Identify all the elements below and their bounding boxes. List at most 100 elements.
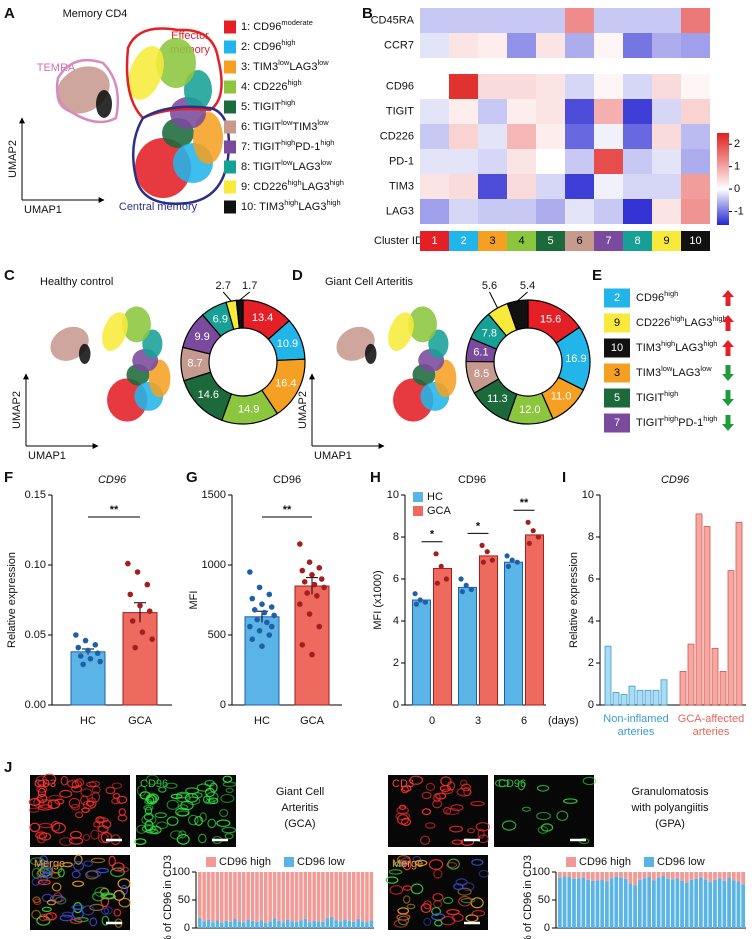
chart-title: CD96 <box>98 474 127 486</box>
bar-segment <box>312 872 316 921</box>
cell <box>86 800 95 807</box>
cell <box>38 832 52 841</box>
data-point <box>309 572 315 578</box>
cluster-box <box>604 288 630 308</box>
bar-segment <box>713 879 717 928</box>
rich-label: CD226highLAG3high <box>636 314 727 329</box>
axis-label: UMAP1 <box>24 204 62 216</box>
data-point <box>75 644 82 651</box>
superscript: low <box>661 364 673 373</box>
cell <box>456 787 472 797</box>
heatmap-cell <box>623 199 652 224</box>
data-point <box>525 519 531 525</box>
chart-title: CD96 <box>458 474 486 486</box>
bar-segment <box>264 872 268 923</box>
data-label: 11.0 <box>551 391 572 403</box>
cell-cluster <box>408 306 437 343</box>
y-tick-label: 10 <box>387 489 399 501</box>
data-point <box>468 586 474 593</box>
heatmap-cell <box>536 124 565 149</box>
cell <box>71 904 85 910</box>
row-label: CD96 <box>386 80 414 92</box>
cell <box>90 829 100 840</box>
heatmap-cell <box>681 74 710 99</box>
cell <box>222 781 237 788</box>
heatmap-cell <box>652 33 681 58</box>
label-part: 1: CD96 <box>241 21 281 33</box>
y-tick-label: 6 <box>393 573 399 585</box>
heatmap-cell <box>594 74 623 99</box>
heatmap-cell <box>536 149 565 174</box>
data-point <box>311 581 318 588</box>
data-label: 6.1 <box>473 346 488 358</box>
legend-label: CD96 high <box>219 856 271 868</box>
bar-segment <box>325 872 330 918</box>
leader-line <box>517 291 528 302</box>
bar-segment <box>708 882 713 928</box>
x-unit: (days) <box>548 715 579 727</box>
superscript: low <box>317 58 329 67</box>
superscript: low <box>278 58 290 67</box>
panel-label: E <box>592 267 602 284</box>
legend-swatch <box>224 160 236 174</box>
cell <box>461 783 472 792</box>
bar-segment <box>246 919 250 928</box>
cell <box>155 821 169 830</box>
bar-segment <box>242 922 246 928</box>
y-tick-label: 500 <box>208 629 226 641</box>
cell <box>82 833 91 842</box>
data-label: 14.6 <box>198 389 219 401</box>
heatmap-cell <box>594 8 623 33</box>
cell <box>402 885 412 891</box>
heatmap-cell <box>536 174 565 199</box>
bar-segment <box>614 876 619 928</box>
bar-segment <box>224 920 228 928</box>
bar-segment <box>741 872 746 885</box>
bar-segment <box>727 877 731 928</box>
cell <box>501 820 517 831</box>
bar-segment <box>628 883 633 928</box>
bar-segment <box>731 872 736 881</box>
label-part: LAG3 <box>292 161 320 173</box>
group-label: arteries <box>693 726 730 738</box>
bar-segment <box>290 921 294 928</box>
panel-label: G <box>186 469 198 486</box>
data-point <box>92 642 99 648</box>
cell <box>196 783 211 792</box>
x-tick-label: HC <box>254 715 270 727</box>
heatmap-cell <box>681 33 710 58</box>
bar-segment <box>605 881 609 928</box>
cell <box>409 775 424 785</box>
rich-label: 9: CD226highLAG3high <box>241 178 344 193</box>
heatmap-cell <box>652 174 681 199</box>
data-point <box>297 541 303 547</box>
cell <box>431 906 442 916</box>
cell <box>421 791 432 800</box>
bar-segment <box>215 872 220 921</box>
colorbar-label: -1 <box>734 205 744 217</box>
data-point <box>318 576 325 582</box>
bar-segment <box>562 876 567 928</box>
data-label: 5.4 <box>520 280 535 292</box>
channel-label: CD96 <box>498 778 526 790</box>
bar-segment <box>675 878 680 928</box>
cell <box>471 858 484 866</box>
cell <box>443 806 452 815</box>
heatmap-cell <box>623 149 652 174</box>
heatmap-cell <box>449 8 478 33</box>
heatmap-cell <box>565 74 594 99</box>
data-point <box>484 549 490 555</box>
bar-segment <box>642 872 647 879</box>
bar-segment <box>713 872 717 880</box>
cell <box>432 799 443 809</box>
panel-label: F <box>4 469 13 486</box>
data-label: 9.9 <box>194 331 209 343</box>
panel-label: C <box>4 267 15 284</box>
bar-segment <box>666 872 670 879</box>
cluster-box <box>449 231 478 251</box>
row-label: CCR7 <box>384 39 414 51</box>
cell <box>96 867 109 874</box>
data-point <box>434 580 440 586</box>
bar-segment <box>268 921 272 928</box>
bar-segment <box>637 879 642 928</box>
